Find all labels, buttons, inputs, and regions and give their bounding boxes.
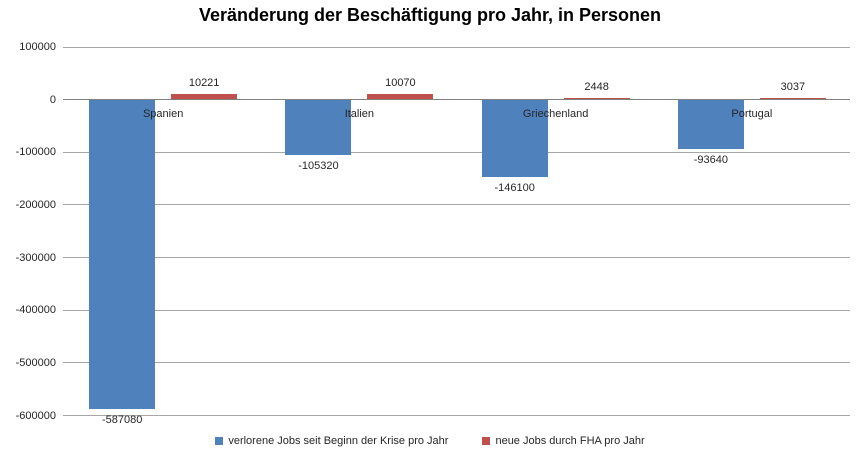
y-axis-tick-label: 100000 bbox=[19, 41, 56, 53]
legend-swatch-icon bbox=[482, 437, 491, 445]
bar-lost-jobs bbox=[481, 99, 548, 177]
gridline bbox=[63, 309, 850, 311]
x-axis-line bbox=[63, 99, 850, 101]
legend-item: verlorene Jobs seit Beginn der Krise pro… bbox=[215, 435, 448, 447]
bar-lost-jobs bbox=[89, 99, 156, 409]
legend-label: verlorene Jobs seit Beginn der Krise pro… bbox=[228, 435, 449, 447]
category-label-griechenland: Griechenland bbox=[522, 108, 589, 120]
gridline bbox=[63, 257, 850, 259]
bar-lost-jobs bbox=[677, 99, 744, 149]
bar-value-label-new: 10070 bbox=[385, 77, 416, 90]
legend-swatch-icon bbox=[215, 437, 224, 445]
bar-value-label-lost: -587080 bbox=[101, 413, 143, 426]
category-label-italien: Italien bbox=[344, 108, 375, 120]
gridline bbox=[63, 151, 850, 153]
bar-value-label-lost: -93640 bbox=[693, 153, 728, 166]
bar-value-label-lost: -146100 bbox=[494, 181, 535, 194]
category-label-spanien: Spanien bbox=[142, 108, 184, 120]
bar-value-label-new: 10221 bbox=[188, 77, 220, 90]
bar-value-label-new: 2448 bbox=[584, 81, 609, 94]
gridline bbox=[63, 415, 850, 416]
legend-label: neue Jobs durch FHA pro Jahr bbox=[495, 435, 645, 447]
bar-new-jobs bbox=[171, 94, 238, 100]
gridline bbox=[63, 46, 850, 48]
y-axis-tick-label: -600000 bbox=[15, 409, 56, 422]
y-axis-tick-label: -300000 bbox=[15, 251, 56, 264]
bar-lost-jobs bbox=[285, 99, 352, 156]
bar-new-jobs bbox=[759, 98, 826, 100]
gridline bbox=[63, 204, 850, 206]
y-axis-tick-label: -200000 bbox=[15, 198, 56, 211]
bar-new-jobs bbox=[563, 98, 630, 100]
bar-new-jobs bbox=[367, 94, 434, 100]
category-label-portugal: Portugal bbox=[731, 108, 773, 120]
y-axis-tick-label: -100000 bbox=[15, 146, 56, 159]
y-axis-tick-label: 0 bbox=[49, 93, 56, 106]
y-axis-tick-label: -400000 bbox=[15, 304, 56, 317]
y-axis-tick-label: -500000 bbox=[15, 356, 56, 369]
bar-value-label-lost: -105320 bbox=[298, 160, 339, 173]
bar-value-label-new: 3037 bbox=[780, 81, 806, 94]
gridline bbox=[63, 362, 850, 364]
legend: verlorene Jobs seit Beginn der Krise pro… bbox=[0, 433, 860, 449]
chart-title: Veränderung der Beschäftigung pro Jahr, … bbox=[198, 5, 662, 25]
legend-item: neue Jobs durch FHA pro Jahr bbox=[482, 435, 645, 447]
